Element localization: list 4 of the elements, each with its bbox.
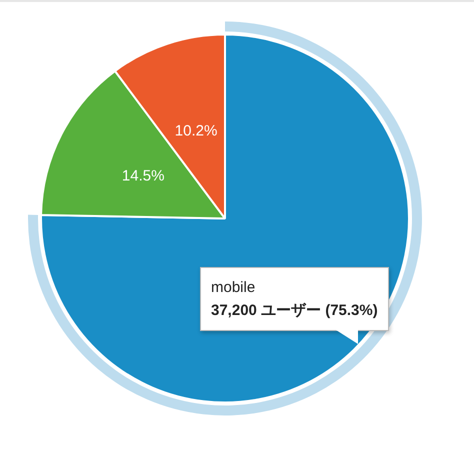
- data-label: 14.5%: [122, 168, 164, 185]
- slice-label: mobile: [211, 278, 256, 298]
- text: 37,200 ユーザー (75.3%): [211, 301, 378, 321]
- data-label: 10.2%: [174, 122, 218, 140]
